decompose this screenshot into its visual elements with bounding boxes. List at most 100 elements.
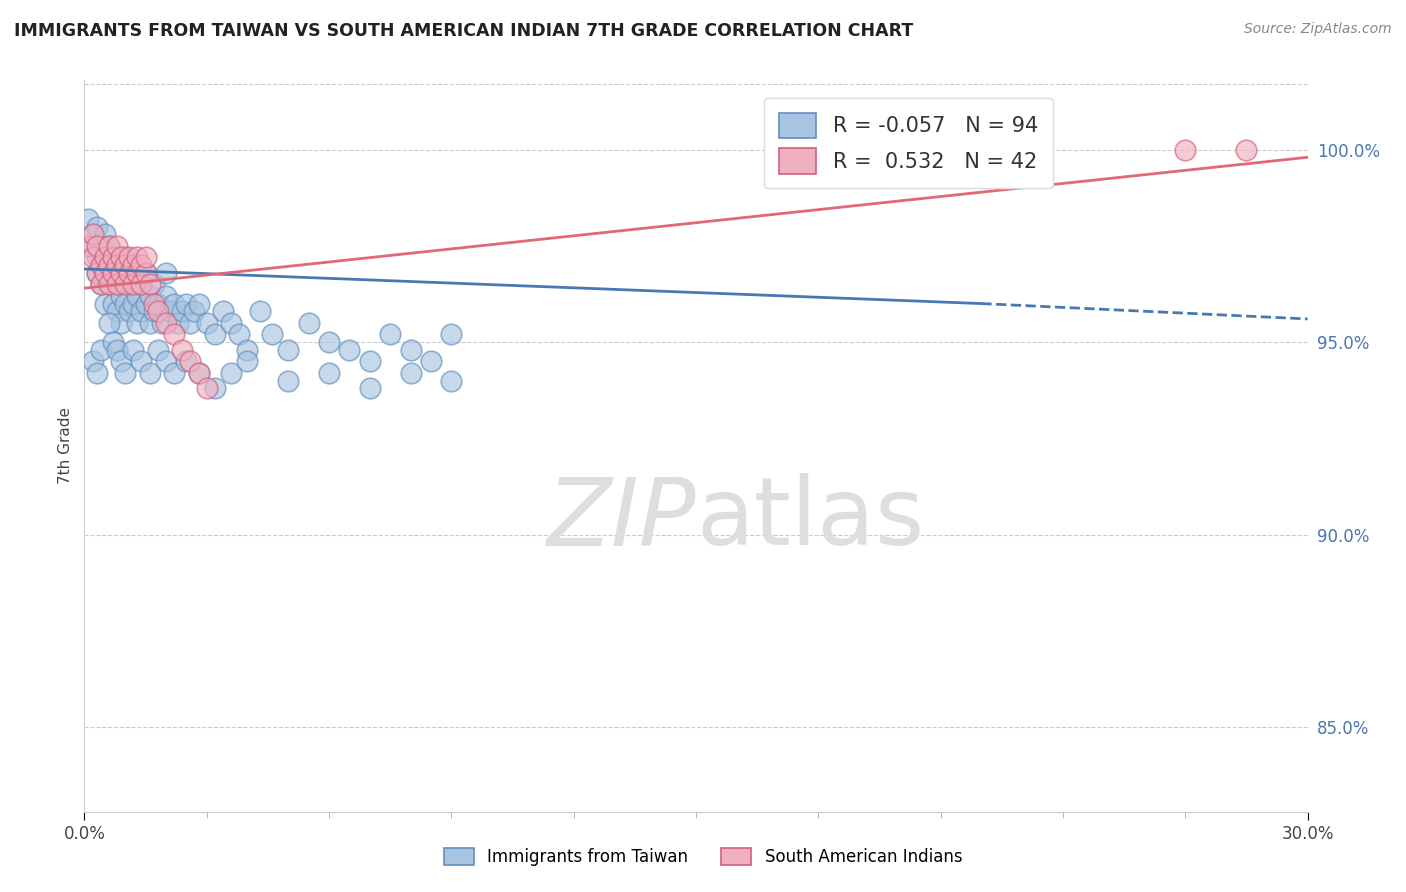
Point [277, 343, 299, 357]
Point [135, 251, 157, 265]
Point [172, 304, 194, 318]
Point [187, 366, 209, 380]
Point [114, 277, 136, 292]
Point [82, 354, 104, 368]
Point [195, 381, 218, 395]
Point [155, 289, 177, 303]
Point [172, 343, 194, 357]
Point [187, 366, 209, 380]
Point [86, 366, 108, 380]
Point [86, 239, 108, 253]
Point [101, 334, 124, 349]
Point [101, 266, 124, 280]
Point [204, 327, 226, 342]
Point [174, 354, 197, 368]
Point [1236, 143, 1258, 157]
Text: ZIP: ZIP [547, 474, 696, 565]
Point [1174, 143, 1197, 157]
Point [93, 251, 115, 265]
Text: atlas: atlas [696, 473, 924, 566]
Point [127, 289, 149, 303]
Point [122, 258, 145, 272]
Point [101, 251, 124, 265]
Point [150, 316, 173, 330]
Point [127, 251, 149, 265]
Point [298, 316, 321, 330]
Point [380, 327, 402, 342]
Point [359, 354, 381, 368]
Point [138, 289, 160, 303]
Point [163, 327, 186, 342]
Point [146, 296, 169, 310]
Point [212, 304, 235, 318]
Point [135, 266, 157, 280]
Point [90, 258, 112, 272]
Point [90, 277, 112, 292]
Point [101, 251, 124, 265]
Point [97, 258, 120, 272]
Point [163, 366, 186, 380]
Point [118, 266, 141, 280]
Point [90, 277, 112, 292]
Point [127, 266, 149, 280]
Point [155, 266, 177, 280]
Point [146, 304, 169, 318]
Point [110, 316, 132, 330]
Point [183, 304, 205, 318]
Point [82, 239, 104, 253]
Point [122, 296, 145, 310]
Y-axis label: 7th Grade: 7th Grade [58, 408, 73, 484]
Point [236, 354, 259, 368]
Text: Source: ZipAtlas.com: Source: ZipAtlas.com [1244, 22, 1392, 37]
Point [179, 354, 201, 368]
Point [93, 296, 115, 310]
Point [105, 304, 128, 318]
Point [93, 266, 115, 280]
Point [86, 219, 108, 234]
Point [82, 227, 104, 242]
Point [105, 239, 128, 253]
Point [118, 304, 141, 318]
Point [110, 266, 132, 280]
Point [114, 296, 136, 310]
Point [118, 251, 141, 265]
Point [82, 251, 104, 265]
Point [138, 277, 160, 292]
Point [97, 277, 120, 292]
Point [122, 277, 145, 292]
Point [97, 316, 120, 330]
Point [167, 316, 190, 330]
Point [138, 366, 160, 380]
Point [318, 334, 340, 349]
Point [93, 266, 115, 280]
Point [142, 296, 165, 310]
Point [236, 343, 259, 357]
Point [260, 327, 283, 342]
Point [146, 343, 169, 357]
Point [86, 266, 108, 280]
Point [204, 381, 226, 395]
Point [110, 289, 132, 303]
Point [90, 239, 112, 253]
Point [187, 296, 209, 310]
Point [399, 366, 422, 380]
Legend: Immigrants from Taiwan, South American Indians: Immigrants from Taiwan, South American I… [436, 840, 970, 875]
Point [101, 266, 124, 280]
Point [97, 277, 120, 292]
Point [159, 304, 181, 318]
Point [142, 304, 165, 318]
Point [110, 251, 132, 265]
Point [318, 366, 340, 380]
Point [77, 211, 100, 226]
Point [127, 316, 149, 330]
Point [219, 316, 242, 330]
Point [114, 266, 136, 280]
Point [135, 296, 157, 310]
Point [93, 251, 115, 265]
Point [359, 381, 381, 395]
Point [97, 239, 120, 253]
Point [131, 354, 153, 368]
Point [122, 343, 145, 357]
Point [155, 354, 177, 368]
Point [114, 251, 136, 265]
